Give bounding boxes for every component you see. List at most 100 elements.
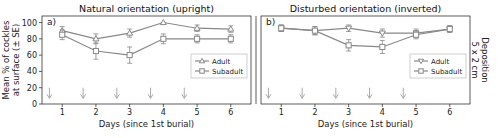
error-cap	[380, 40, 385, 41]
error-cap	[312, 26, 317, 27]
x-tick	[129, 104, 130, 107]
arrow	[367, 88, 372, 99]
error-cap	[312, 34, 317, 35]
error-bar	[447, 26, 452, 33]
arrow-shaft	[184, 88, 185, 99]
arrow-shaft	[403, 88, 404, 99]
marker	[93, 48, 98, 53]
series-line	[62, 35, 231, 55]
error-cap	[228, 32, 233, 33]
y-label-line: at surface (± SE)	[11, 24, 21, 97]
y-label: Mean % of cocklesat surface (± SE)	[1, 20, 21, 100]
error-cap	[127, 63, 132, 64]
error-bar	[346, 40, 351, 51]
title: Disturbed orientation (inverted)	[290, 3, 442, 14]
x-tick	[95, 104, 96, 107]
legend-label: Subadult	[431, 68, 462, 76]
legend-label: Adult	[431, 58, 449, 66]
x-tick	[62, 104, 63, 107]
y-label-line: Mean % of cockles	[1, 20, 11, 100]
y-tick	[39, 87, 42, 88]
series-line	[62, 23, 231, 39]
y-tick-label: 80	[27, 35, 37, 44]
arrow	[300, 88, 305, 99]
arrow	[148, 88, 153, 99]
x-tick	[382, 104, 383, 107]
legend-box	[410, 54, 466, 78]
arrow-shaft	[83, 88, 84, 99]
marker	[278, 26, 284, 31]
x-tick-label: 6	[447, 108, 452, 117]
error-bar	[279, 25, 284, 32]
error-bar	[279, 25, 284, 32]
error-bar	[127, 47, 132, 63]
error-cap	[346, 51, 351, 52]
y-tick-label: 40	[27, 67, 37, 76]
y-tick	[39, 38, 42, 39]
arrow	[47, 88, 52, 99]
marker	[93, 36, 99, 41]
error-cap	[414, 29, 419, 30]
panel: 123456b)Disturbed orientation (inverted)…	[261, 3, 490, 129]
x-tick-label: 2	[312, 108, 317, 117]
x-tick	[281, 104, 282, 107]
legend-label: Subadult	[212, 68, 243, 76]
error-bar	[195, 25, 200, 32]
series	[279, 25, 453, 54]
error-cap	[312, 34, 317, 35]
error-cap	[228, 42, 233, 43]
title: Natural orientation (upright)	[79, 3, 214, 14]
error-bar	[414, 29, 419, 37]
arrow	[114, 88, 119, 99]
y-tick	[39, 104, 42, 105]
side-label-line: Deposition	[480, 37, 490, 82]
x-label: Days (since 1st burial)	[318, 119, 413, 129]
marker	[161, 36, 166, 41]
x-tick	[163, 104, 164, 107]
marker	[346, 26, 352, 31]
x-tick-label: 5	[414, 108, 419, 117]
legend-marker	[199, 58, 204, 62]
marker	[60, 32, 65, 37]
panel-label: a)	[47, 17, 56, 27]
x-tick	[416, 104, 417, 107]
series	[59, 20, 234, 44]
error-bar	[312, 27, 317, 35]
marker	[346, 43, 351, 48]
panel-label: b)	[266, 17, 275, 27]
y-tick-label: 20	[27, 84, 37, 93]
series-line	[281, 28, 450, 47]
error-cap	[93, 42, 98, 43]
x-tick	[449, 104, 450, 107]
error-cap	[195, 42, 200, 43]
error-bar	[195, 35, 200, 43]
marker	[447, 27, 453, 32]
y-tick	[39, 55, 42, 56]
plot-frame	[261, 16, 470, 104]
error-cap	[414, 30, 419, 31]
x-tick	[197, 104, 198, 107]
arrow-shaft	[150, 88, 151, 99]
x-tick	[348, 104, 349, 107]
error-bar	[346, 25, 351, 32]
marker	[228, 36, 233, 41]
error-cap	[161, 33, 166, 34]
arrow	[266, 88, 271, 99]
chart: 123456020406080100a)Natural orientation …	[0, 0, 500, 138]
legend: Adult Subadult	[410, 54, 466, 78]
arrow-head	[300, 94, 305, 98]
arrow-head	[333, 94, 338, 98]
error-bar	[414, 31, 419, 39]
y-tick-label: 60	[27, 51, 37, 60]
x-tick	[230, 104, 231, 107]
plot-frame	[42, 16, 251, 104]
legend-marker	[200, 69, 204, 73]
error-bar	[228, 26, 233, 33]
arrow-shaft	[49, 88, 50, 99]
arrow	[401, 88, 406, 99]
marker	[447, 26, 452, 31]
error-bar	[127, 29, 132, 37]
marker	[312, 28, 317, 33]
error-cap	[161, 43, 166, 44]
y-tick-label: 100	[22, 19, 37, 28]
